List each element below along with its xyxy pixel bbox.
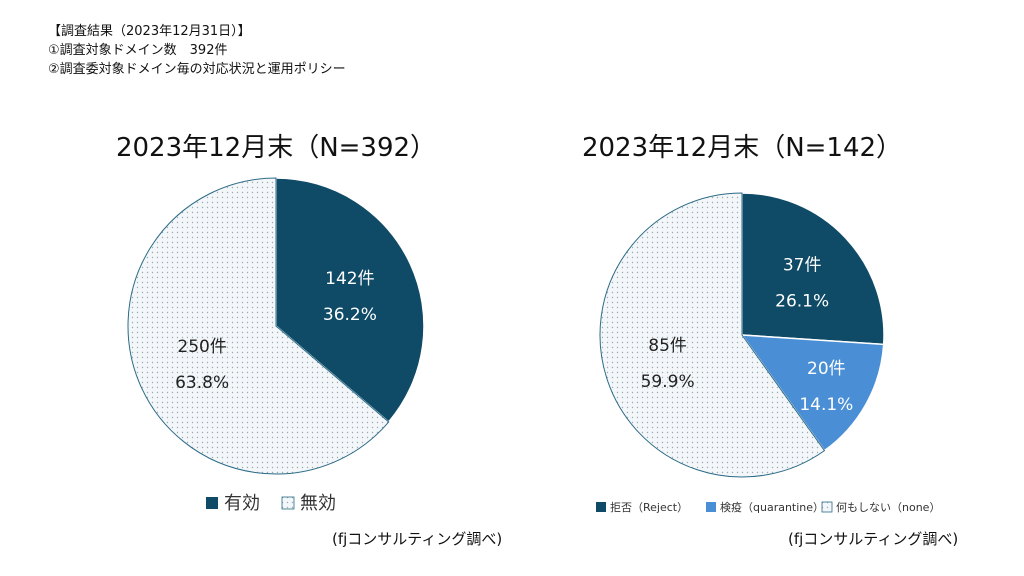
chart1-legend-label-1: 有効 xyxy=(224,493,260,514)
chart2-slice-2 xyxy=(740,334,885,452)
chart2-slice-1-percent-label: 26.1% xyxy=(775,292,829,312)
chart2-slice-3-count-label: 85件 xyxy=(648,336,687,356)
chart1-slice-2-percent-label: 63.8% xyxy=(175,373,229,393)
chart1-legend-label-2: 無効 xyxy=(300,493,336,514)
chart1-source-note: (fjコンサルティング調べ) xyxy=(332,530,503,548)
chart2-legend-label-1: 拒否（Reject） xyxy=(610,501,688,514)
report-header: 【調査結果（2023年12月31日）】 ①調査対象ドメイン数 392件 ②調査委… xyxy=(48,22,346,79)
chart1-legend: 有効 無効 xyxy=(206,493,336,514)
chart2-slice-1 xyxy=(741,192,885,346)
chart1-slice-2 xyxy=(127,177,390,475)
chart2-title: 2023年12月末（N=142） xyxy=(582,133,902,163)
chart2-legend-label-3: 何もしない（none） xyxy=(836,501,940,514)
chart1-slice-1-count-label: 142件 xyxy=(325,269,374,289)
chart2-slice-3-percent-label: 59.9% xyxy=(641,372,695,392)
chart2-pie: 37件 26.1% 20件 14.1% 85件 59.9% xyxy=(599,192,885,478)
header-title: 【調査結果（2023年12月31日）】 xyxy=(48,24,251,39)
chart2-legend: 拒否（Reject） 検疫（quarantine） 何もしない（none） xyxy=(596,500,940,514)
chart1-legend-swatch-2 xyxy=(281,496,295,510)
chart2-legend-swatch-2 xyxy=(706,502,716,512)
chart1-title: 2023年12月末（N=392） xyxy=(116,133,436,163)
chart1-slice-2-count-label: 250件 xyxy=(177,337,226,357)
chart2-slice-2-count-label: 20件 xyxy=(807,359,846,379)
chart1-slice-1-percent-label: 36.2% xyxy=(323,305,377,325)
chart1-slice-1 xyxy=(275,177,425,423)
chart2-legend-label-2: 検疫（quarantine） xyxy=(720,500,824,514)
chart1-pie: 142件 36.2% 250件 63.8% xyxy=(127,177,425,475)
chart2-source-note: (fjコンサルティング調べ) xyxy=(788,530,959,548)
chart2-legend-swatch-1 xyxy=(596,502,606,512)
chart1-legend-swatch-1 xyxy=(206,497,218,509)
header-policy-note: ②調査委対象ドメイン毎の対応状況と運用ポリシー xyxy=(48,62,346,77)
chart2-slice-3 xyxy=(599,192,826,478)
chart2-slice-1-count-label: 37件 xyxy=(783,256,822,276)
chart2-slice-2-percent-label: 14.1% xyxy=(799,395,853,415)
chart2-legend-swatch-3 xyxy=(821,501,833,513)
header-domain-count: ①調査対象ドメイン数 392件 xyxy=(48,43,228,58)
